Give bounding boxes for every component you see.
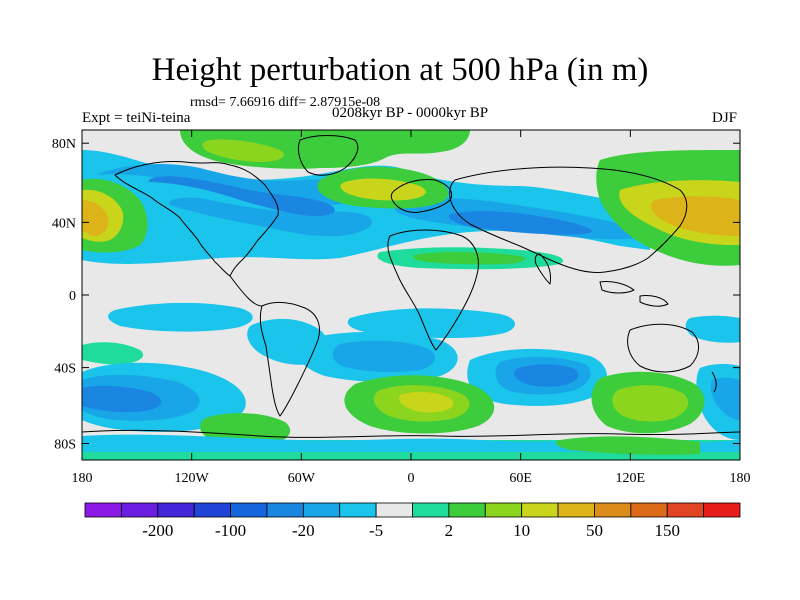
contour-field <box>685 315 740 343</box>
colorbar-swatch <box>339 502 377 518</box>
contour-field <box>555 436 700 455</box>
contour-field <box>82 385 162 413</box>
colorbar-swatch <box>521 502 559 518</box>
lat-tick-label: 80N <box>52 137 76 152</box>
lon-tick-label: 120W <box>175 471 210 486</box>
lat-tick-label: 40S <box>54 362 76 377</box>
lat-tick-label: 80S <box>54 438 76 453</box>
contour-field <box>399 392 454 413</box>
colorbar-swatch <box>630 502 668 518</box>
colorbar-label: -200 <box>142 521 173 540</box>
colorbar-swatch <box>557 502 595 518</box>
colorbar-label: 150 <box>654 521 680 540</box>
colorbar <box>84 502 741 518</box>
colorbar-swatch <box>703 502 741 518</box>
season-label: DJF <box>712 110 738 126</box>
lon-tick-label: 120E <box>616 471 646 486</box>
colorbar-swatch <box>375 502 413 518</box>
contour-field <box>148 176 335 217</box>
coastlines <box>82 135 740 438</box>
contour-field <box>612 385 689 422</box>
colorbar-label: 50 <box>586 521 603 540</box>
contour-field <box>82 342 144 365</box>
latitude-axis: 80N 40N 0 40S 80S <box>52 137 76 452</box>
colorbar-swatch <box>266 502 304 518</box>
colorbar-label: 10 <box>513 521 530 540</box>
contour-field <box>169 197 372 237</box>
lat-tick-label: 40N <box>52 216 76 231</box>
period-label: 0208kyr BP - 0000kyr BP <box>331 105 489 121</box>
lon-tick-label: 60E <box>509 471 532 486</box>
contour-field <box>514 364 579 387</box>
colorbar-label: -100 <box>215 521 246 540</box>
colorbar-swatch <box>157 502 195 518</box>
contour-field <box>710 377 740 420</box>
contour-field <box>95 164 360 205</box>
contour-field <box>82 200 109 236</box>
colorbar-swatch <box>448 502 486 518</box>
lon-tick-label: 60W <box>288 471 316 486</box>
colorbar-swatch <box>230 502 268 518</box>
contour-field <box>108 302 253 332</box>
axis-ticks <box>81 130 741 460</box>
colorbar-label: 2 <box>445 521 454 540</box>
colorbar-swatch <box>193 502 231 518</box>
colorbar-swatch <box>594 502 632 518</box>
lat-tick-label: 0 <box>69 289 76 304</box>
colorbar-swatch <box>302 502 341 518</box>
map-area <box>82 130 740 460</box>
experiment-label: Expt = teiNi-teina <box>82 110 191 126</box>
statistics-label: rmsd= 7.66916 diff= 2.87915e-08 <box>190 95 381 110</box>
colorbar-labels: -200 -100 -20 -5 2 10 50 150 <box>142 521 680 540</box>
lon-tick-label: 0 <box>408 471 415 486</box>
colorbar-swatch <box>412 502 450 518</box>
colorbar-swatch <box>666 502 705 518</box>
colorbar-swatch <box>120 502 159 518</box>
contour-field <box>347 308 515 338</box>
colorbar-swatch <box>484 502 523 518</box>
lon-tick-label: 180 <box>730 471 751 486</box>
colorbar-swatch <box>84 502 122 518</box>
contour-field <box>448 211 592 235</box>
contour-field <box>651 196 740 236</box>
plot-title: Height perturbation at 500 hPa (in m) <box>151 52 649 88</box>
longitude-axis: 180 120W 60W 0 60E 120E 180 <box>72 471 751 486</box>
contour-field <box>332 340 436 373</box>
colorbar-label: -5 <box>369 521 383 540</box>
colorbar-label: -20 <box>292 521 315 540</box>
contour-field <box>413 251 525 265</box>
contour-field <box>202 139 284 162</box>
lon-tick-label: 180 <box>72 471 93 486</box>
